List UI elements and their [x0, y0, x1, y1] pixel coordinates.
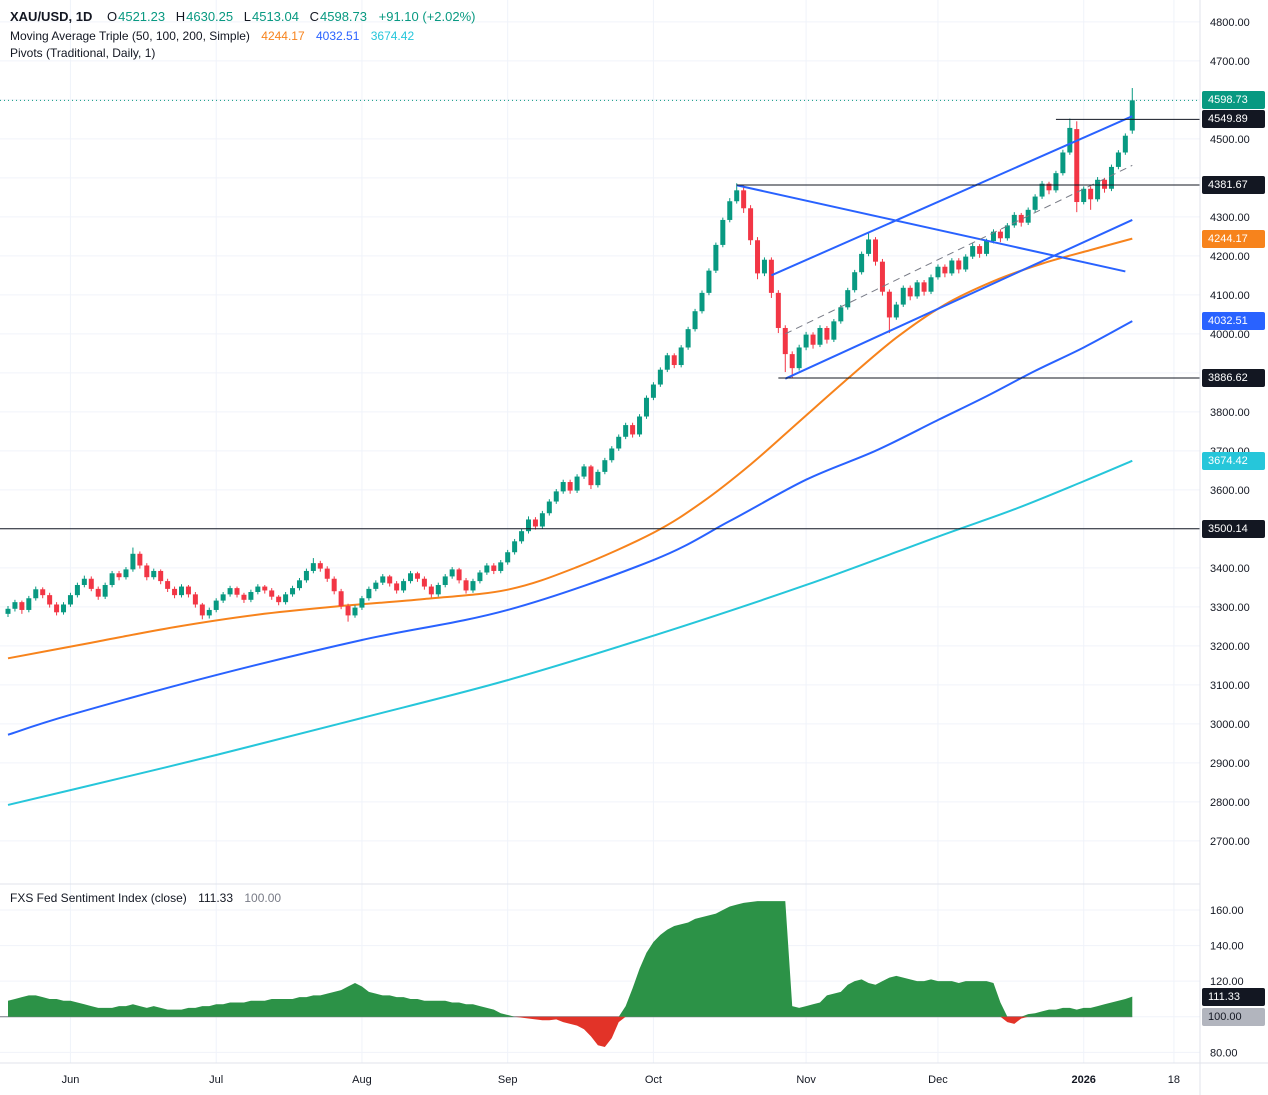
- price-tick-label: 4300.00: [1210, 212, 1250, 224]
- ma100-value: 4032.51: [316, 29, 360, 43]
- ohlc-high-label: H: [175, 9, 186, 24]
- change-value: +91.10 (+2.02%): [378, 9, 476, 24]
- price-tick-label: 3100.00: [1210, 680, 1250, 692]
- trend-line[interactable]: [784, 219, 1133, 380]
- sentiment-indicator-label: FXS Fed Sentiment Index (close): [10, 891, 187, 905]
- price-tick-label: 2700.00: [1210, 836, 1250, 848]
- ohlc-low-label: L: [243, 9, 251, 24]
- time-tick-label: Sep: [498, 1074, 518, 1086]
- time-tick-label: Jun: [62, 1074, 80, 1086]
- price-tick-label: 3300.00: [1210, 602, 1250, 614]
- price-tick-label: 4200.00: [1210, 251, 1250, 263]
- price-tick-label: 3200.00: [1210, 641, 1250, 653]
- time-tick-label: Jul: [209, 1074, 223, 1086]
- price-tick-label: 3600.00: [1210, 485, 1250, 497]
- ohlc-open-value: 4521.23: [118, 9, 166, 24]
- price-tick-label: 3400.00: [1210, 563, 1250, 575]
- candles: [5, 88, 1135, 622]
- ma200-line[interactable]: [7, 459, 1133, 806]
- pivots-indicator-legend[interactable]: Pivots (Traditional, Daily, 1): [10, 46, 155, 60]
- ma50-line[interactable]: [7, 237, 1133, 660]
- ohlc-open-label: O: [106, 9, 118, 24]
- time-tick-label: Aug: [352, 1074, 372, 1086]
- time-scale[interactable]: Jun Jul Aug Sep Oct Nov Dec 2026 18: [62, 1074, 1180, 1086]
- trend-line[interactable]: [736, 184, 1126, 273]
- trend-line[interactable]: [770, 115, 1133, 277]
- ma100-line[interactable]: [7, 320, 1133, 736]
- sentiment-base-value: 100.00: [244, 891, 282, 905]
- sentiment-indicator-legend[interactable]: FXS Fed Sentiment Index (close) 111.33 1…: [10, 891, 281, 905]
- time-tick-label: Oct: [645, 1074, 662, 1086]
- sentiment-area-chart: [0, 901, 1133, 1047]
- sentiment-tick-label: 80.00: [1210, 1047, 1238, 1059]
- time-tick-label: Dec: [928, 1074, 948, 1086]
- pivots-indicator-label: Pivots (Traditional, Daily, 1): [10, 46, 156, 60]
- price-tick-label: 4100.00: [1210, 290, 1250, 302]
- trend-line[interactable]: [785, 164, 1133, 335]
- time-tick-label: Nov: [796, 1074, 816, 1086]
- price-scale[interactable]: 4800.00 4700.00 4500.00 4300.00 4200.00 4100.…: [1210, 17, 1250, 1059]
- price-tick-label: 4800.00: [1210, 17, 1250, 29]
- ohlc-high-value: 4630.25: [186, 9, 234, 24]
- ohlc-low-value: 4513.04: [251, 9, 299, 24]
- sentiment-area-negative: [8, 1016, 1133, 1047]
- sentiment-value: 111.33: [198, 891, 234, 905]
- price-tick-label: 3800.00: [1210, 407, 1250, 419]
- price-tick-label: 3000.00: [1210, 719, 1250, 731]
- price-tick-label: 2900.00: [1210, 758, 1250, 770]
- sentiment-tick-label: 120.00: [1210, 976, 1244, 988]
- grid-lines: [0, 0, 1200, 1063]
- ma-indicator-legend[interactable]: Moving Average Triple (50, 100, 200, Sim…: [10, 29, 414, 43]
- price-tick-label: 4700.00: [1210, 56, 1250, 68]
- price-tick-label: 4500.00: [1210, 134, 1250, 146]
- sentiment-tick-label: 160.00: [1210, 905, 1244, 917]
- symbol-title: XAU/USD, 1D: [10, 9, 93, 24]
- symbol-legend[interactable]: XAU/USD, 1D O4521.23 H4630.25 L4513.04 C…: [10, 9, 475, 24]
- price-tick-label: 4000.00: [1210, 329, 1250, 341]
- ma-indicator-label: Moving Average Triple (50, 100, 200, Sim…: [10, 29, 250, 43]
- price-tick-label: 3700.00: [1210, 446, 1250, 458]
- sentiment-area-positive: [8, 901, 1133, 1017]
- sentiment-tick-label: 140.00: [1210, 941, 1244, 953]
- ma50-value: 4244.17: [261, 29, 305, 43]
- price-tick-label: 2800.00: [1210, 797, 1250, 809]
- ma200-value: 3674.42: [370, 29, 415, 43]
- ohlc-close-value: 4598.73: [320, 9, 367, 24]
- time-tick-label: 2026: [1071, 1074, 1095, 1086]
- ohlc-close-label: C: [309, 9, 319, 24]
- time-tick-label: 18: [1168, 1074, 1180, 1086]
